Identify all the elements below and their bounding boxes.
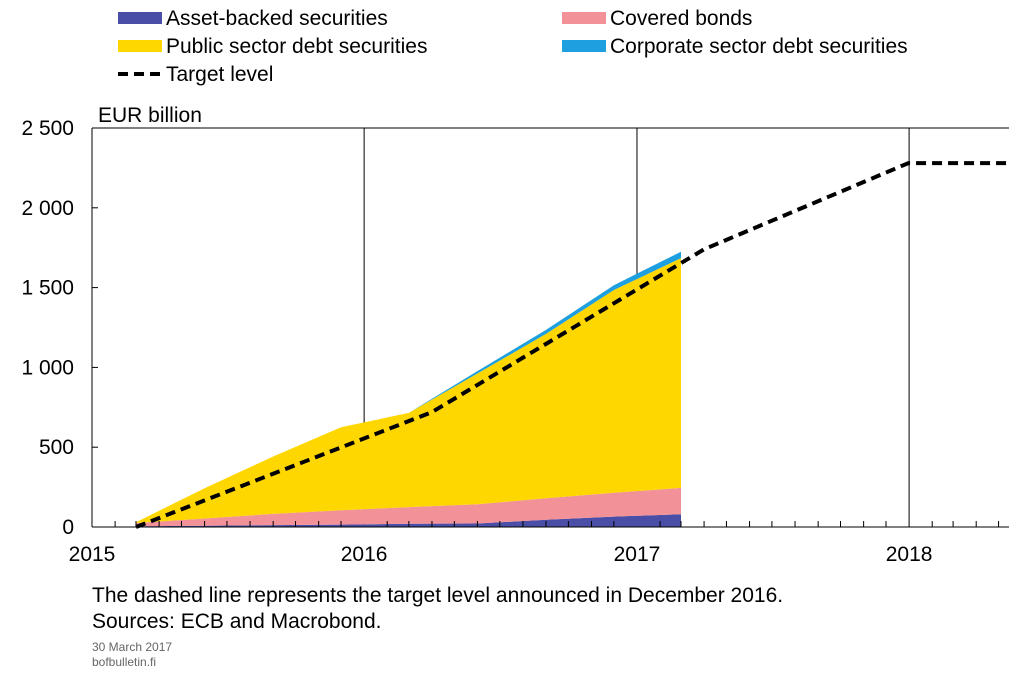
publication-site: bofbulletin.fi [92, 655, 157, 669]
target-level-line [135, 161, 1009, 529]
y-tick-label-0: 0 [62, 516, 74, 539]
x-ticks: 2015 2016 2017 2018 [69, 543, 933, 566]
legend-swatch-covered-bonds [562, 12, 606, 24]
legend-swatch-corporate-sector-debt-securities [562, 40, 606, 52]
legend-swatch-asset-backed-securities [118, 12, 162, 24]
x-tick-label-2018: 2018 [886, 543, 933, 566]
publication-date: 30 March 2017 [92, 640, 173, 654]
axes [91, 127, 1009, 528]
x-tick-label-2017: 2017 [614, 543, 661, 566]
legend-label-covered-bonds: Covered bonds [610, 7, 752, 30]
target-level-polyline [135, 161, 1009, 529]
y-tick-label-2500: 2 500 [21, 117, 74, 140]
y-tick-label-1000: 1 000 [21, 356, 74, 379]
y-tick-label-500: 500 [39, 436, 74, 459]
stacked-areas [136, 251, 681, 527]
x-tick-label-2016: 2016 [341, 543, 388, 566]
chart: Asset-backed securities Covered bonds Publ… [21, 7, 1009, 566]
area-asset-backed-securities [136, 514, 681, 527]
legend-label-target-level: Target level [166, 63, 273, 86]
legend: Asset-backed securities Covered bonds Publ… [118, 7, 908, 86]
legend-label-asset-backed-securities: Asset-backed securities [166, 7, 388, 30]
legend-label-corporate-sector-debt-securities: Corporate sector debt securities [610, 35, 908, 58]
note-sources: Sources: ECB and Macrobond. [92, 610, 382, 633]
y-tick-label-1500: 1 500 [21, 277, 74, 300]
y-axis-label: EUR billion [98, 104, 202, 127]
y-tick-label-2000: 2 000 [21, 197, 74, 220]
x-tick-label-2015: 2015 [69, 543, 116, 566]
legend-swatch-public-sector-debt-securities [118, 40, 162, 52]
note-dashed-line: The dashed line represents the target le… [92, 584, 784, 607]
legend-label-public-sector-debt-securities: Public sector debt securities [166, 35, 427, 58]
area-public-sector-debt-securities [136, 258, 681, 523]
area-covered-bonds [136, 487, 681, 527]
y-ticks: 0 500 1 000 1 500 2 000 2 500 [21, 117, 98, 539]
